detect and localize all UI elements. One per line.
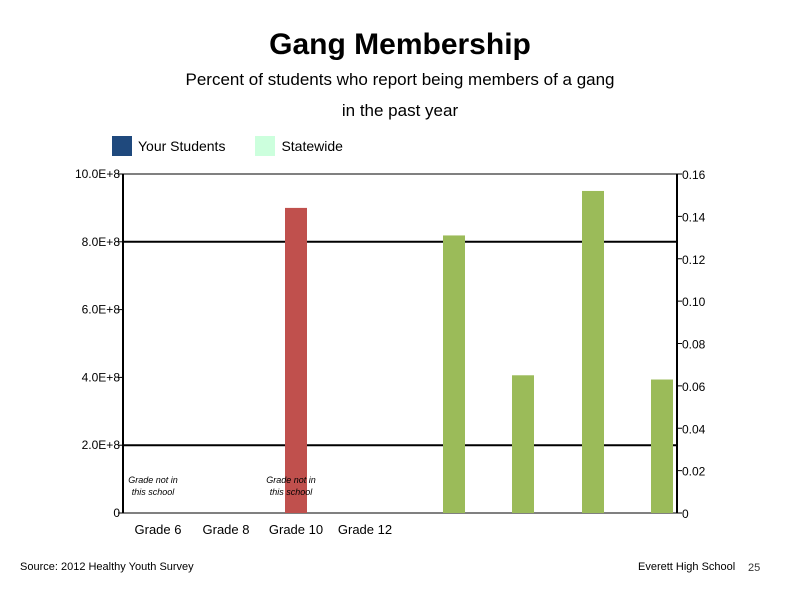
right-tick-label: 0.12	[682, 253, 706, 267]
chart-subtitle: Percent of students who report being mem…	[0, 64, 800, 126]
left-tick-label: 2.0E+8	[82, 438, 121, 452]
right-tick-label: 0.04	[682, 422, 706, 436]
legend-swatch-statewide	[255, 136, 276, 156]
legend-item-statewide: Statewide	[255, 136, 343, 156]
source-note: Source: 2012 Healthy Youth Survey	[20, 561, 194, 573]
bar-4	[651, 379, 673, 513]
page-number: 25	[748, 562, 761, 574]
right-tick-label: 0.06	[682, 380, 706, 394]
subtitle-line-1: Percent of students who report being mem…	[185, 70, 615, 89]
bar-2	[512, 375, 534, 513]
subtitle-line-2: in the past year	[341, 101, 459, 120]
legend-item-your-students: Your Students	[112, 136, 225, 156]
right-tick-label: 0.14	[682, 210, 706, 224]
left-tick-label: 0	[113, 506, 120, 520]
chart-title: Gang Membership	[269, 28, 531, 61]
chart-legend: Your Students Statewide	[112, 135, 369, 157]
right-tick-label: 0.10	[682, 295, 706, 309]
legend-label-your-students: Your Students	[138, 138, 226, 154]
left-tick-label: 10.0E+8	[75, 167, 120, 181]
annotation-grade-not-in-school: this school	[270, 487, 314, 497]
left-tick-label: 6.0E+8	[82, 303, 121, 317]
category-label: Grade 8	[203, 522, 250, 537]
bar-1	[443, 235, 465, 513]
right-tick-label: 0.02	[682, 465, 706, 479]
category-label: Grade 12	[338, 522, 392, 537]
right-tick-label: 0.16	[682, 168, 706, 182]
right-tick-label: 0	[682, 507, 689, 521]
annotation-grade-not-in-school: Grade not in	[266, 475, 316, 485]
bar-0	[285, 207, 307, 513]
legend-swatch-your-students	[112, 136, 132, 156]
left-tick-label: 4.0E+8	[82, 370, 121, 384]
school-name: Everett High School	[638, 561, 736, 573]
category-label: Grade 6	[135, 522, 182, 537]
category-label: Grade 10	[269, 522, 323, 537]
annotation-grade-not-in-school: Grade not in	[128, 475, 178, 485]
left-tick-label: 8.0E+8	[82, 235, 121, 249]
annotation-grade-not-in-school: this school	[132, 487, 176, 497]
legend-label-statewide: Statewide	[281, 138, 343, 154]
right-tick-label: 0.08	[682, 338, 706, 352]
bar-3	[582, 190, 604, 513]
